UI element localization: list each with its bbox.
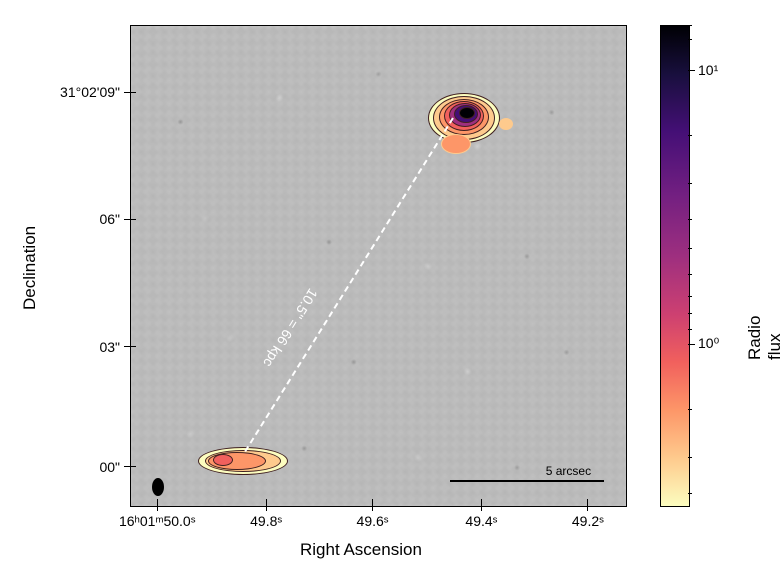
x-tick (266, 499, 267, 505)
colorbar (660, 25, 690, 507)
y-axis-label: Declination (20, 226, 40, 310)
x-tick (481, 505, 482, 511)
x-tick (157, 499, 158, 505)
colorbar-tick-label: 10¹ (698, 62, 718, 78)
colorbar-minor-tick (688, 274, 692, 275)
x-axis-label: Right Ascension (300, 540, 422, 560)
x-tick (372, 505, 373, 511)
y-tick-label: 31°02'09" (60, 84, 120, 100)
source-contour (459, 107, 475, 119)
colorbar-label: Radio flux density (mJy) (745, 306, 780, 360)
x-tick-label: 49.6ˢ (357, 513, 389, 529)
colorbar-minor-tick (688, 296, 692, 297)
x-tick (157, 505, 158, 511)
colorbar-tick-label: 10⁰ (698, 335, 719, 352)
x-tick-label: 49.2ˢ (572, 513, 604, 529)
colorbar-minor-tick (688, 183, 692, 184)
figure-container: 10.5" = 66 kpc 5 arcsec Right Ascension … (0, 0, 780, 571)
x-tick-label: 49.4ˢ (465, 513, 497, 529)
x-tick-label: 49.8ˢ (250, 513, 282, 529)
y-tick (130, 466, 136, 467)
beam-ellipse (152, 478, 164, 496)
sky-image-plot: 10.5" = 66 kpc 5 arcsec (130, 25, 627, 507)
colorbar-minor-tick (688, 409, 692, 410)
colorbar-minor-tick (688, 493, 692, 494)
colorbar-minor-tick (688, 329, 692, 330)
y-tick-label: 03" (99, 339, 120, 355)
x-tick (266, 505, 267, 511)
source-blob-extra (441, 134, 471, 154)
colorbar-minor-tick (688, 219, 692, 220)
x-tick-label: 16ʰ01ᵐ50.0ˢ (119, 513, 196, 529)
source-overlay-group (131, 26, 626, 506)
colorbar-minor-tick (688, 25, 692, 26)
colorbar-minor-tick (688, 457, 692, 458)
source-blob-extra (499, 118, 513, 130)
scalebar-label: 5 arcsec (546, 464, 591, 478)
colorbar-minor-tick (688, 248, 692, 249)
colorbar-minor-tick (688, 39, 692, 40)
colorbar-minor-tick (688, 313, 692, 314)
y-tick-label: 00" (99, 459, 120, 475)
x-tick (372, 499, 373, 505)
y-tick (130, 92, 136, 93)
y-tick (130, 346, 136, 347)
x-tick (587, 499, 588, 505)
scalebar-line (450, 480, 603, 482)
colorbar-tick (688, 344, 695, 345)
x-tick (481, 499, 482, 505)
x-tick (587, 505, 588, 511)
colorbar-tick (688, 70, 695, 71)
colorbar-minor-tick (688, 135, 692, 136)
y-tick-label: 06" (99, 211, 120, 227)
y-tick (130, 219, 136, 220)
